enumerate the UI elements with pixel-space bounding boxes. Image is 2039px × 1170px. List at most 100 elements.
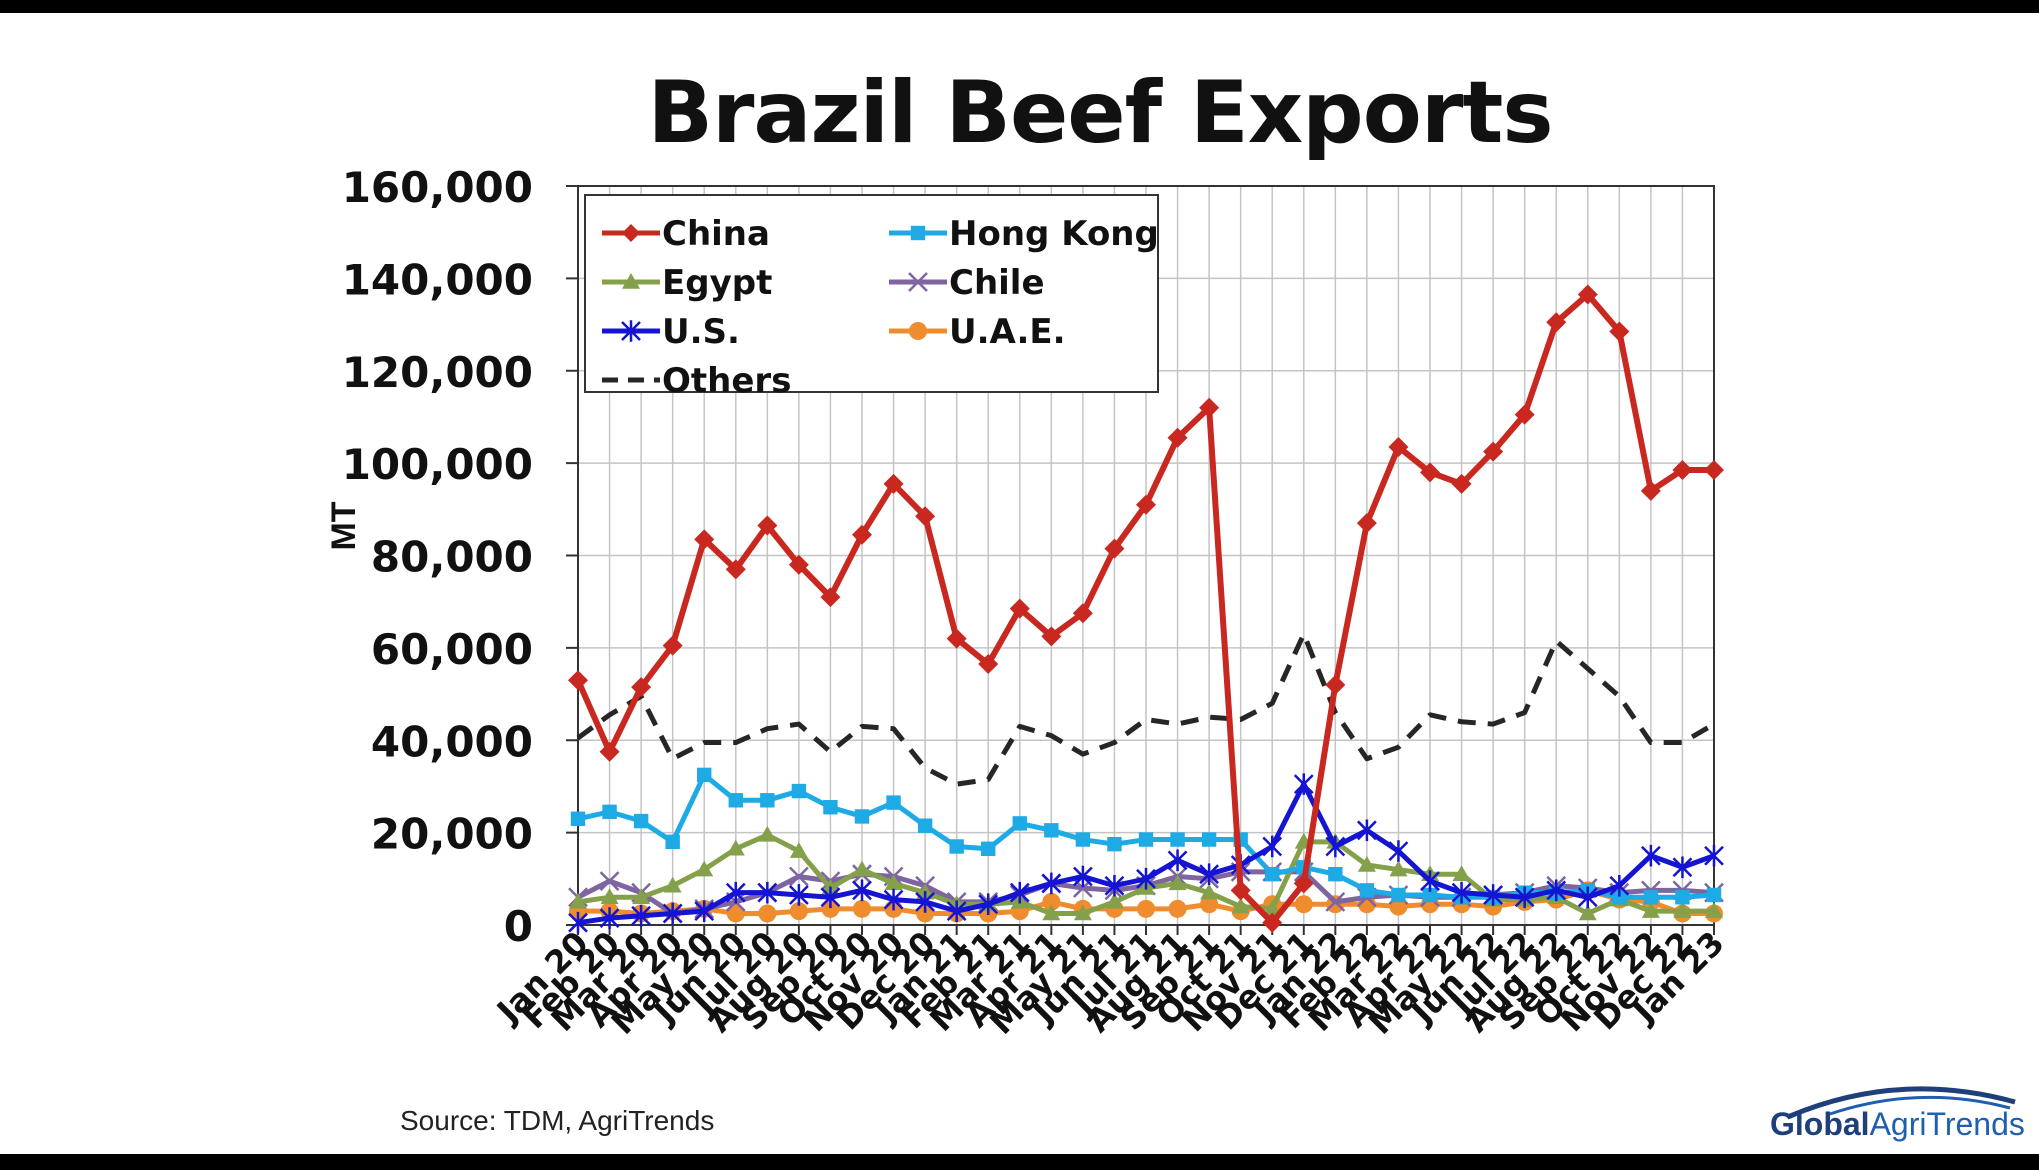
data-point <box>1609 321 1630 342</box>
data-point <box>886 795 901 810</box>
logo-arc-icon <box>1789 1086 2016 1118</box>
legend-item: U.S. <box>602 312 740 352</box>
data-point <box>1263 899 1282 916</box>
data-point <box>725 881 746 904</box>
data-point <box>1104 874 1125 897</box>
data-point <box>728 793 743 808</box>
data-point <box>917 818 933 833</box>
data-point <box>1577 284 1598 305</box>
data-point <box>631 677 652 698</box>
data-point <box>1357 819 1377 842</box>
y-tick-label: 140,000 <box>342 255 533 304</box>
data-point <box>853 860 871 877</box>
data-point <box>1136 868 1156 890</box>
data-point <box>1265 866 1280 882</box>
data-point <box>1546 312 1567 333</box>
data-point <box>633 813 649 829</box>
data-point <box>1420 462 1440 483</box>
line-chart: 0 20,000 40,000 60,000 80,000 100,000 120,000 1… <box>325 163 1732 1042</box>
data-point <box>1483 441 1504 462</box>
data-point <box>599 871 620 892</box>
data-point <box>1612 890 1627 905</box>
data-point <box>570 811 586 826</box>
data-point <box>1641 844 1661 867</box>
data-point <box>697 767 712 783</box>
data-point <box>695 860 714 877</box>
data-point <box>1388 436 1409 457</box>
y-tick-label: 60,000 <box>371 625 533 674</box>
data-point <box>978 893 999 916</box>
data-point <box>1514 886 1535 909</box>
data-point <box>908 272 928 292</box>
data-point <box>1073 904 1092 921</box>
data-point <box>725 559 746 580</box>
data-point <box>789 902 808 921</box>
data-point <box>599 741 620 762</box>
legend-box <box>584 194 1159 393</box>
data-point <box>1168 899 1187 918</box>
data-point <box>915 506 936 527</box>
data-point <box>1199 397 1220 418</box>
legend-item: U.A.E. <box>889 312 1066 352</box>
data-point <box>1328 866 1343 882</box>
data-point <box>758 825 777 842</box>
legend-item: China <box>602 214 770 254</box>
data-point <box>1293 873 1314 894</box>
data-point <box>1075 832 1091 847</box>
data-point <box>1009 598 1030 619</box>
data-point <box>1170 832 1185 847</box>
y-tick-label: 0 <box>504 902 533 951</box>
data-point <box>946 900 967 922</box>
data-point <box>788 554 809 575</box>
data-point <box>820 886 841 909</box>
global-agritrends-logo: GlobalAgriTrends <box>1770 1078 2030 1154</box>
data-point <box>569 892 587 909</box>
data-point <box>1673 902 1692 918</box>
data-point <box>1641 902 1660 918</box>
data-point <box>789 884 809 906</box>
data-point <box>1451 473 1472 494</box>
data-point <box>1041 626 1062 647</box>
data-point <box>1293 773 1314 795</box>
data-point <box>1356 513 1377 534</box>
data-point <box>1452 865 1471 881</box>
data-point <box>978 654 999 675</box>
data-point <box>884 874 903 891</box>
data-point <box>1706 887 1722 903</box>
data-point <box>820 587 841 608</box>
source-note: Source: TDM, AgriTrends <box>400 1105 715 1136</box>
logo-word-global: Global <box>1770 1106 1870 1142</box>
data-point <box>1640 480 1661 501</box>
series-line <box>576 631 1716 787</box>
data-point <box>631 904 651 927</box>
data-point <box>1230 880 1251 901</box>
data-point <box>1168 874 1187 891</box>
data-point <box>949 839 964 854</box>
data-point <box>1042 892 1061 911</box>
legend-item: Egypt <box>602 263 772 303</box>
y-tick-label: 120,000 <box>342 348 533 397</box>
data-point <box>726 904 745 923</box>
data-point <box>1704 844 1724 867</box>
data-point <box>915 891 935 913</box>
data-point <box>1200 895 1219 914</box>
data-point <box>1420 870 1440 892</box>
data-point <box>599 907 620 929</box>
data-point <box>622 273 640 289</box>
data-point <box>1325 892 1346 912</box>
data-point <box>821 899 840 918</box>
data-point <box>1138 832 1154 847</box>
data-point <box>1262 912 1283 933</box>
legend-label: Hong Kong <box>949 214 1159 254</box>
data-point <box>883 473 904 494</box>
data-point <box>1167 849 1188 872</box>
data-point <box>853 899 871 918</box>
data-point <box>694 900 715 922</box>
data-point <box>662 902 683 925</box>
data-point <box>1199 863 1219 885</box>
data-point <box>758 904 777 923</box>
data-point <box>1294 895 1313 914</box>
data-point <box>1325 674 1346 695</box>
data-point <box>1388 840 1409 862</box>
data-point <box>1675 890 1690 905</box>
